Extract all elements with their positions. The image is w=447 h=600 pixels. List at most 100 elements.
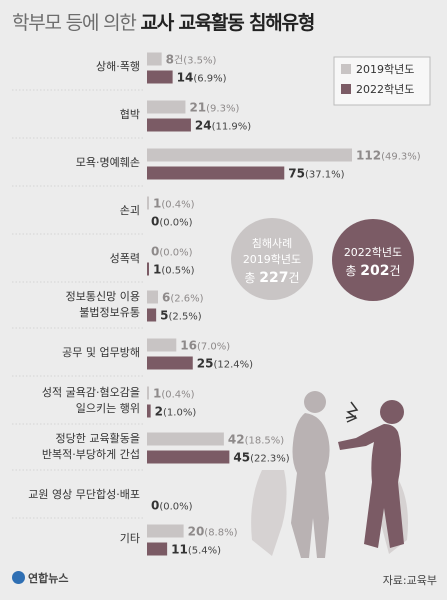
value-label-2022: 11(5.4%) (171, 543, 221, 557)
value-pct: (1.0%) (163, 408, 196, 419)
value-label-2022: 0(0.0%) (151, 215, 193, 229)
category-label: 교원 영상 무단합성·배포 (28, 488, 140, 501)
value-number: 0 (151, 499, 159, 513)
callout-2022-total: 총 202건 (345, 263, 400, 279)
callout-2019-line2: 2019학년도 (243, 253, 301, 266)
callout-2022-total-suffix: 건 (390, 264, 401, 278)
value-pct: (2.6%) (170, 294, 203, 305)
category-label-line: 정당한 교육활동을 (56, 431, 140, 445)
value-pct: (12.4%) (213, 360, 253, 371)
source-note: 자료:교육부 (382, 574, 437, 587)
value-label-2019: 0(0.0%) (151, 245, 193, 259)
value-number: 24 (195, 119, 212, 133)
value-number: 21 (189, 101, 206, 115)
value-pct: (0.4%) (161, 390, 194, 401)
figure-left-body (291, 413, 330, 558)
value-unit: 건 (174, 55, 183, 67)
value-number: 1 (153, 197, 161, 211)
value-pct: (7.0%) (197, 342, 230, 353)
illustration-figures (251, 391, 408, 558)
value-label-2019: 112(49.3%) (356, 149, 421, 163)
callout-2022-circle (332, 219, 414, 301)
title-light: 학부모 등에 의한 (12, 12, 141, 34)
category-label: 모욕·명예훼손 (76, 156, 140, 169)
category-label-line: 상해·폭행 (96, 59, 140, 73)
value-pct: (9.3%) (206, 104, 239, 115)
legend: 2019학년도 2022학년도 (333, 56, 431, 106)
yonhap-logo: 연합뉴스 (12, 570, 68, 586)
value-label-2022: 2(1.0%) (155, 405, 197, 419)
value-pct: (22.3%) (250, 454, 290, 465)
value-number: 20 (188, 525, 205, 539)
category-label-line: 공무 및 업무방해 (62, 345, 140, 359)
value-label-2022: 45(22.3%) (233, 451, 289, 465)
value-number: 75 (288, 167, 305, 181)
category-label-line: 기타 (120, 532, 140, 545)
value-number: 6 (162, 291, 170, 305)
bar-2022 (147, 70, 173, 84)
legend-label-2022: 2022학년도 (356, 83, 414, 96)
category-label-line: 정보통신망 이용 (66, 290, 140, 303)
category-label: 정당한 교육활동을 반복적·부당하게 간섭 (42, 431, 140, 461)
figure-right-body (338, 424, 404, 548)
value-number: 11 (171, 543, 188, 557)
value-number: 0 (151, 245, 159, 259)
value-label-2022: 24(11.9%) (195, 119, 251, 133)
value-number: 2 (155, 405, 163, 419)
value-number: 1 (153, 263, 161, 277)
bar-2019 (147, 148, 352, 162)
bar-2019 (147, 432, 224, 446)
value-label-2022: 25(12.4%) (197, 357, 253, 371)
bar-2022 (147, 262, 149, 276)
bar-2019 (147, 338, 177, 352)
legend-swatch-2022 (341, 84, 351, 94)
value-label-2022: 5(2.5%) (160, 309, 202, 323)
callout-2019-total-prefix: 총 (244, 271, 259, 285)
bar-2022 (147, 166, 285, 180)
value-label-2022: 75(37.1%) (288, 167, 344, 181)
value-label-2019: 21(9.3%) (189, 101, 239, 115)
category-label-line: 모욕·명예훼손 (76, 156, 140, 169)
callout-2022-line1: 2022학년도 (344, 246, 402, 259)
bar-2019 (147, 100, 186, 114)
callout-2019-total: 총 227건 (244, 270, 299, 286)
value-number: 8 (166, 53, 174, 67)
callout-2022-total-value: 202 (360, 263, 389, 279)
category-label: 기타 (120, 532, 140, 545)
value-pct: (5.4%) (188, 546, 221, 557)
callout-2019-total-suffix: 건 (289, 271, 300, 285)
value-label-2019: 8건(3.5%) (166, 53, 217, 67)
callout-2019-circle (231, 218, 313, 300)
chart-title: 학부모 등에 의한 교사 교육활동 침해유형 (12, 8, 315, 35)
logo-dot-icon (12, 571, 25, 584)
value-pct: (37.1%) (305, 170, 345, 181)
value-label-2019: 1(0.4%) (153, 197, 195, 211)
value-pct: (0.0%) (159, 248, 192, 259)
legend-label-2019: 2019학년도 (356, 63, 414, 76)
value-label-2019: 16(7.0%) (180, 339, 230, 353)
value-number: 5 (160, 309, 168, 323)
value-number: 112 (356, 149, 381, 163)
value-label-2019: 6(2.6%) (162, 291, 204, 305)
value-pct: (3.5%) (183, 56, 216, 67)
value-number: 42 (228, 433, 245, 447)
category-label-line: 손괴 (120, 204, 140, 217)
callout-2019-line1: 침해사례 (252, 236, 292, 250)
value-pct: (2.5%) (169, 312, 202, 323)
shadow-left (251, 470, 287, 556)
value-pct: (0.0%) (159, 502, 192, 513)
bar-2022 (147, 450, 230, 464)
category-label: 상해·폭행 (96, 59, 140, 73)
callout-2022-total-prefix: 총 (345, 264, 360, 278)
title-bold: 교사 교육활동 침해유형 (140, 12, 315, 34)
value-labels: 8건(3.5%)14(6.9%)21(9.3%)24(11.9%)112(49.… (151, 53, 421, 557)
value-number: 16 (180, 339, 197, 353)
bar-2022 (147, 542, 168, 556)
figure-left-head (304, 391, 326, 413)
category-label-line: 성폭력 (110, 252, 140, 265)
value-pct: (18.5%) (245, 436, 285, 447)
value-pct: (0.0%) (159, 218, 192, 229)
category-label: 성적 굴욕감·혐오감을 일으키는 행위 (42, 386, 140, 415)
